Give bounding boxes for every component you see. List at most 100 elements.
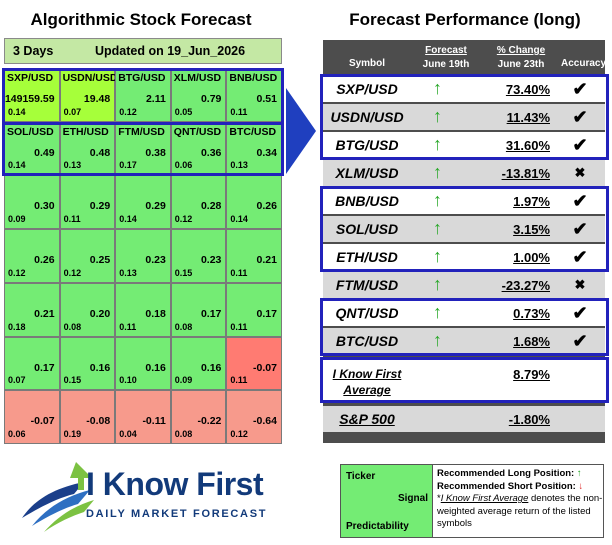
heatmap-cell: FTM/USD 0.38 0.17 (115, 121, 171, 176)
row-symbol: FTM/USD (335, 277, 399, 293)
row-symbol: BTC/USD (335, 333, 399, 349)
cell-predictability: 0.06 (174, 160, 193, 171)
updated-date: Updated on 19_Jun_2026 (95, 44, 246, 58)
legend-short-label: Recommended Short Position: (437, 480, 576, 492)
cell-predictability: 0.11 (230, 106, 248, 117)
heatmap-cell: 0.17 0.11 (226, 282, 282, 337)
cell-signal: 0.21 (34, 307, 55, 320)
sp500-label: S&P 500 (339, 411, 395, 427)
row-change: 1.97% (513, 193, 550, 209)
row-change: 1.00% (513, 249, 550, 265)
i-know-first-logo (22, 462, 94, 532)
legend-average-desc: denotes the non-weighted average return … (437, 493, 603, 529)
legend-box: Ticker Signal Predictability Recommended… (340, 464, 604, 538)
cell-predictability: 0.11 (230, 321, 248, 332)
cell-ticker: BTC/USD (229, 125, 277, 138)
cell-predictability: 0.12 (174, 214, 193, 225)
cell-predictability: 0.06 (8, 429, 26, 439)
performance-row: BNB/USD ↑ 1.97% ✔ (323, 188, 605, 214)
arrow-up-icon: ↑ (433, 162, 442, 182)
arrow-up-icon: ↑ (433, 246, 442, 266)
cell-predictability: 0.14 (8, 160, 26, 171)
cell-signal: -0.08 (86, 415, 111, 428)
heatmap-cell: -0.11 0.04 (115, 390, 171, 444)
cell-predictability: 0.07 (8, 375, 26, 386)
cell-predictability: 0.09 (174, 375, 193, 386)
arrow-up-icon: ↑ (433, 78, 442, 98)
right-panel-title: Forecast Performance (long) (349, 10, 581, 29)
row-symbol: QNT/USD (335, 305, 399, 321)
cell-predictability: 0.11 (230, 267, 248, 278)
left-panel-title: Algorithmic Stock Forecast (30, 10, 252, 29)
cell-signal: 149159.59 (4, 93, 55, 105)
cell-predictability: 0.08 (174, 429, 193, 439)
cell-signal: 0.51 (256, 93, 277, 105)
legend-signal: Signal (397, 493, 428, 504)
heatmap-cell: BTC/USD 0.34 0.13 (226, 121, 282, 176)
sp500-row: S&P 500 -1.80% (323, 406, 605, 432)
cell-signal: 0.26 (34, 254, 55, 267)
cross-icon: ✖ (574, 165, 586, 180)
heatmap-cell: 0.18 0.11 (115, 282, 171, 337)
row-symbol: SXP/USD (336, 81, 398, 97)
cell-predictability: 0.13 (63, 160, 82, 171)
heatmap-cell: -0.08 0.19 (59, 390, 116, 444)
row-symbol: ETH/USD (336, 249, 398, 265)
cell-signal: 0.79 (200, 93, 222, 105)
cell-signal: -0.07 (253, 361, 277, 374)
heatmap-cell: SXP/USD 149159.59 0.14 (4, 68, 60, 122)
cell-predictability: 0.11 (119, 321, 137, 332)
heatmap-cell: QNT/USD 0.36 0.06 (170, 121, 227, 176)
checkmark-icon: ✔ (572, 218, 588, 239)
cell-signal: 0.26 (256, 200, 277, 213)
heatmap-cell: BTG/USD 2.11 0.12 (115, 68, 171, 122)
cell-signal: 0.34 (256, 146, 277, 159)
cell-ticker: ETH/USD (62, 125, 109, 138)
legend-description: Recommended Long Position: ↑ Recommended… (437, 468, 603, 529)
average-label: I Know First Average (332, 367, 402, 397)
row-change: 11.43% (506, 109, 550, 125)
performance-row: SXP/USD ↑ 73.40% ✔ (323, 76, 605, 102)
performance-row: BTC/USD ↑ 1.68% ✔ (323, 328, 605, 354)
cross-icon: ✖ (574, 277, 586, 292)
cell-predictability: 0.04 (119, 429, 137, 439)
cell-predictability: 0.13 (230, 160, 248, 171)
cell-signal: -0.64 (253, 415, 277, 428)
heatmap-cell: ETH/USD 0.48 0.13 (59, 121, 116, 176)
cell-signal: 2.11 (145, 93, 166, 105)
cell-predictability: 0.09 (8, 214, 26, 225)
cell-predictability: 0.12 (230, 429, 248, 439)
cell-signal: 0.18 (145, 307, 166, 320)
row-change: 0.73% (513, 305, 550, 321)
heatmap-cell: 0.21 0.18 (4, 282, 60, 337)
heatmap-cell: 0.16 0.10 (115, 336, 171, 391)
heatmap-cell: 0.17 0.07 (4, 336, 60, 391)
cell-signal: -0.11 (142, 415, 166, 428)
performance-row: FTM/USD ↑ -23.27% ✖ (323, 272, 605, 298)
row-symbol: XLM/USD (335, 165, 399, 181)
logo-tagline: DAILY MARKET FORECAST (86, 508, 268, 520)
heatmap-cell: 0.16 0.09 (170, 336, 227, 391)
legend-cell-sample: Ticker Signal Predictability (341, 465, 433, 537)
cell-signal: -0.22 (197, 415, 222, 428)
performance-row: BTG/USD ↑ 31.60% ✔ (323, 132, 605, 158)
cell-signal: 0.23 (200, 254, 222, 267)
logo-brand: I Know First (86, 466, 264, 502)
heatmap-cell: 0.25 0.12 (59, 229, 116, 283)
heatmap-cell: 0.16 0.15 (59, 336, 116, 391)
arrow-up-icon: ↑ (433, 302, 442, 322)
cell-signal: 19.48 (83, 93, 111, 105)
arrow-up-icon: ↑ (433, 330, 442, 350)
row-symbol: BTG/USD (335, 137, 399, 153)
heatmap-cell: 0.23 0.13 (115, 229, 171, 283)
legend-long-label: Recommended Long Position: (437, 468, 575, 479)
row-symbol: BNB/USD (335, 193, 399, 209)
checkmark-icon: ✔ (572, 78, 588, 99)
cell-signal: 0.48 (89, 146, 111, 159)
cell-signal: 0.16 (200, 361, 222, 374)
heatmap-cell: 0.30 0.09 (4, 175, 60, 230)
cell-predictability: 0.11 (63, 214, 81, 225)
performance-row: USDN/USD ↑ 11.43% ✔ (323, 104, 605, 130)
cell-predictability: 0.15 (63, 375, 82, 386)
cell-signal: 0.23 (145, 254, 166, 267)
